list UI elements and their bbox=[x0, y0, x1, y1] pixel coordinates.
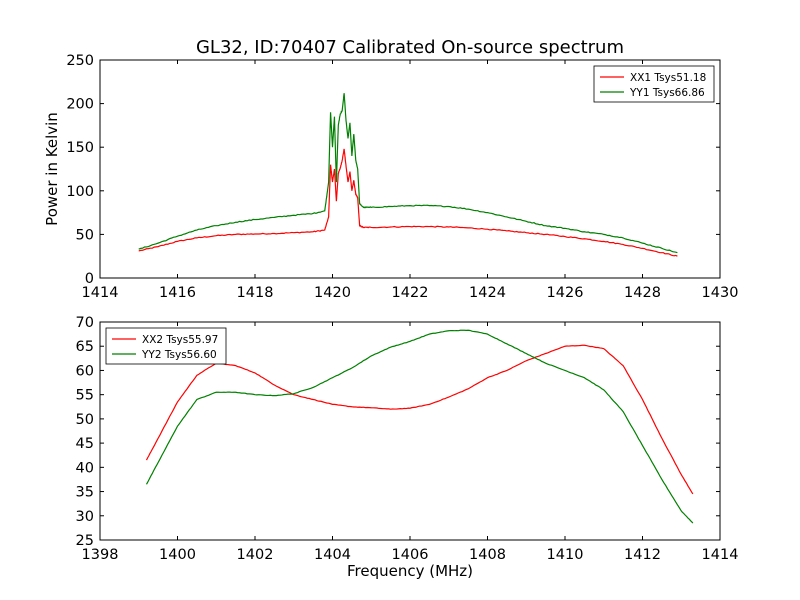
y-tick-label: 45 bbox=[76, 436, 94, 452]
x-tick-label: 1408 bbox=[469, 547, 506, 563]
y-tick-label: 55 bbox=[76, 388, 94, 404]
series-line-bottom-1 bbox=[145, 344, 694, 495]
series-line-top-2 bbox=[138, 93, 678, 254]
y-tick-label: 100 bbox=[66, 184, 94, 200]
bottom-panel: 1398 1400 1402 1404 1406 1408 1410 1412 1414 25 30… bbox=[76, 315, 739, 580]
series-line-top-1 bbox=[138, 148, 678, 257]
legend-label: YY1 Tsys66.86 bbox=[629, 87, 705, 99]
legend-box bbox=[105, 327, 227, 365]
y-tick-label: 50 bbox=[76, 412, 94, 428]
x-tick-label: 1398 bbox=[82, 547, 119, 563]
x-tick-label: 1426 bbox=[547, 285, 584, 301]
y-tick-label: 0 bbox=[85, 271, 94, 287]
y-tick-label: 40 bbox=[76, 460, 94, 476]
y-tick-label: 35 bbox=[76, 485, 94, 501]
x-tick-label: 1402 bbox=[237, 547, 274, 563]
x-tick-label: 1406 bbox=[392, 547, 429, 563]
y-tick-label: 65 bbox=[76, 339, 94, 355]
figure-title: GL32, ID:70407 Calibrated On-source spec… bbox=[196, 37, 624, 58]
y-tick-label: 150 bbox=[66, 140, 94, 156]
y-tick-label: 30 bbox=[76, 509, 94, 525]
x-tick-label: 1414 bbox=[702, 547, 739, 563]
legend: XX1 Tsys51.18 YY1 Tsys66.86 bbox=[593, 65, 715, 103]
x-tick-label: 1410 bbox=[547, 547, 584, 563]
x-tick-label: 1430 bbox=[702, 285, 739, 301]
x-tick-label: 1422 bbox=[392, 285, 429, 301]
x-tick-label: 1400 bbox=[159, 547, 196, 563]
y-tick-label: 60 bbox=[76, 363, 94, 379]
y-tick-label: 25 bbox=[76, 533, 94, 549]
x-tick-label: 1412 bbox=[624, 547, 661, 563]
y-tick-label: 250 bbox=[66, 53, 94, 69]
x-tick-label: 1418 bbox=[237, 285, 274, 301]
x-tick-label: 1420 bbox=[314, 285, 351, 301]
x-tick-label: 1428 bbox=[624, 285, 661, 301]
y-tick-label: 50 bbox=[76, 227, 94, 243]
legend-label: XX2 Tsys55.97 bbox=[142, 334, 218, 346]
x-tick-label: 1404 bbox=[314, 547, 351, 563]
x-tick-label: 1414 bbox=[82, 285, 119, 301]
x-tick-label: 1416 bbox=[159, 285, 196, 301]
y-tick-label: 200 bbox=[66, 97, 94, 113]
series-line-bottom-2 bbox=[145, 329, 694, 524]
legend: XX2 Tsys55.97 YY2 Tsys56.60 bbox=[105, 327, 227, 365]
x-axis-title: Frequency (MHz) bbox=[347, 562, 473, 580]
legend-label: XX1 Tsys51.18 bbox=[630, 72, 706, 84]
legend-label: YY2 Tsys56.60 bbox=[141, 349, 217, 361]
x-tick-label: 1424 bbox=[469, 285, 506, 301]
legend-box bbox=[593, 65, 715, 103]
y-axis-title: Power in Kelvin bbox=[43, 112, 61, 226]
y-tick-label: 70 bbox=[76, 315, 94, 331]
top-panel: 1414 1416 1418 1420 1422 1424 1426 1428 1430 0 50 1… bbox=[43, 53, 738, 301]
